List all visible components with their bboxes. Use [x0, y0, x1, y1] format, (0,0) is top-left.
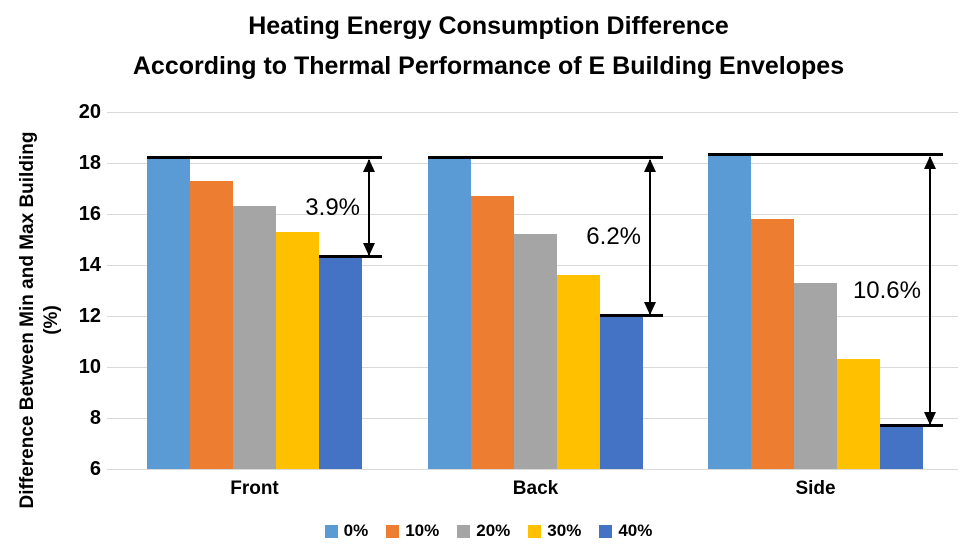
chart-title-line2: According to Thermal Performance of E Bu…	[132, 52, 845, 80]
annotation-bottom-line-front	[319, 255, 382, 259]
y-tick-label: 20	[78, 101, 101, 123]
legend-swatch-icon	[324, 524, 338, 538]
bar-side-10%	[751, 219, 794, 469]
y-tick-label: 12	[78, 305, 101, 327]
annotation-arrow-line-front	[368, 159, 370, 256]
bar-back-10%	[471, 196, 514, 469]
y-tick-label: 16	[78, 203, 101, 225]
legend-label: 10%	[405, 521, 440, 540]
y-tick-label: 18	[78, 152, 101, 174]
legend-swatch-icon	[457, 524, 471, 538]
gridline-y-6	[107, 468, 958, 470]
legend-item-30%: 30%	[528, 522, 581, 540]
legend-swatch-icon	[386, 524, 400, 538]
bar-back-30%	[557, 275, 600, 469]
arrowhead-down-icon	[363, 243, 375, 257]
legend-item-10%: 10%	[386, 522, 439, 540]
legend-label: 30%	[547, 521, 582, 540]
bar-side-0%	[708, 155, 751, 469]
annotation-arrow-line-side	[929, 157, 931, 424]
legend-swatch-icon	[599, 524, 613, 538]
bar-front-20%	[233, 206, 276, 469]
y-tick-label: 14	[78, 254, 101, 276]
chart-title-line1: Heating Energy Consumption Difference	[248, 12, 729, 40]
bar-front-0%	[147, 157, 190, 469]
plot-area: 3.9% 6.2% 10.6%	[107, 111, 958, 470]
annotation-top-line-back	[428, 155, 663, 159]
legend-item-40%: 40%	[599, 522, 652, 540]
annotation-top-line-side	[708, 153, 943, 157]
y-axis-title-text: Difference Between Min and Max Building	[17, 131, 38, 509]
y-tick-label: 6	[89, 458, 101, 480]
x-category-label-front: Front	[230, 478, 279, 499]
legend-swatch-icon	[528, 524, 542, 538]
annotation-label-front: 3.9%	[305, 193, 360, 221]
legend-item-0%: 0%	[324, 521, 369, 540]
bar-back-20%	[514, 234, 557, 469]
bar-back-40%	[600, 316, 643, 469]
gridline-y-16	[107, 213, 958, 215]
y-tick-label: 8	[89, 407, 101, 429]
legend: 0% 10% 20% 30% 40%	[0, 522, 977, 540]
x-category-label-back: Back	[512, 478, 559, 499]
legend-label: 40%	[618, 521, 653, 540]
annotation-bottom-line-side	[880, 423, 943, 427]
arrowhead-down-icon	[644, 302, 656, 315]
annotation-bottom-line-back	[600, 314, 663, 317]
x-category-label-side: Side	[795, 478, 836, 499]
gridline-y-18	[107, 162, 958, 164]
bar-front-40%	[319, 257, 362, 469]
legend-label: 0%	[343, 521, 369, 540]
annotation-arrow-line-back	[649, 159, 651, 314]
arrowhead-up-icon	[363, 158, 375, 172]
bar-front-30%	[276, 231, 319, 469]
bar-back-0%	[428, 157, 471, 469]
bar-side-20%	[794, 282, 837, 469]
annotation-label-side: 10.6%	[852, 276, 921, 304]
bar-side-30%	[837, 359, 880, 469]
legend-item-20%: 20%	[457, 522, 510, 540]
arrowhead-up-icon	[644, 158, 656, 172]
gridline-y-20	[107, 111, 958, 113]
bar-front-10%	[190, 180, 233, 469]
annotation-label-back: 6.2%	[586, 222, 641, 250]
arrowhead-down-icon	[924, 411, 936, 425]
bar-side-40%	[880, 425, 923, 469]
y-tick-label: 10	[78, 356, 101, 378]
annotation-top-line-front	[147, 155, 382, 159]
legend-label: 20%	[476, 521, 511, 540]
arrowhead-up-icon	[924, 156, 936, 170]
